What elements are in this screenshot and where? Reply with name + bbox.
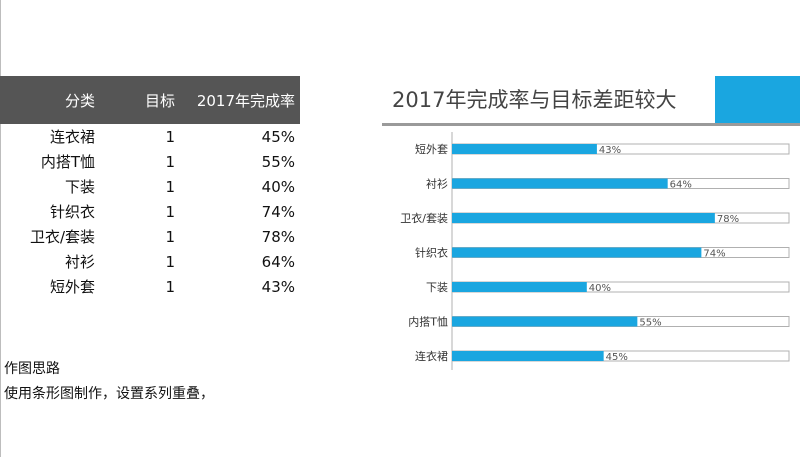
completion-bar: [452, 316, 638, 327]
category-tick-label: 内搭T恤: [408, 315, 448, 329]
completion-bar: [452, 144, 597, 154]
completion-bar: [452, 247, 702, 258]
table-row: 内搭T恤 1 55%: [0, 149, 300, 174]
row-category: 连衣裙: [49, 128, 95, 146]
header-rate: 2017年完成率: [196, 91, 295, 110]
header-target: 目标: [144, 91, 175, 110]
bar-data-label: 45%: [606, 352, 628, 363]
row-category: 针织衣: [49, 203, 95, 221]
table-row: 短外套 1 43%: [0, 274, 300, 299]
table-row: 针织衣 1 74%: [0, 199, 300, 224]
row-rate: 74%: [261, 202, 295, 221]
completion-bar: [452, 213, 715, 223]
category-tick-label: 短外套: [415, 142, 448, 156]
row-rate: 78%: [261, 227, 295, 246]
table-row: 连衣裙 1 45%: [0, 124, 300, 149]
title-rule: [382, 123, 800, 126]
row-target: 1: [165, 277, 175, 296]
category-tick-label: 下装: [426, 281, 448, 294]
row-rate: 43%: [261, 277, 295, 296]
table-body: 连衣裙 1 45% 内搭T恤 1 55% 下装 1 40% 针织衣 1 74% 卫衣/套装 1 78% 衬衫 1…: [0, 124, 300, 299]
bar-data-label: 64%: [670, 180, 692, 191]
bar-data-label: 78%: [717, 214, 739, 225]
notes-heading: 作图思路: [4, 361, 60, 377]
category-tick-label: 针织衣: [415, 246, 448, 260]
row-category: 卫衣/套装: [29, 228, 95, 246]
row-rate: 40%: [261, 177, 295, 196]
row-target: 1: [165, 227, 175, 246]
row-category: 短外套: [49, 278, 95, 296]
completion-bar: [452, 178, 668, 189]
bar-data-label: 55%: [639, 318, 661, 329]
row-category: 下装: [64, 178, 95, 196]
row-target: 1: [165, 177, 175, 196]
notes-text: 使用条形图制作，设置系列重叠，: [4, 386, 214, 402]
completion-bar: [452, 351, 604, 361]
row-rate: 45%: [261, 127, 295, 146]
table-row: 下装 1 40%: [0, 174, 300, 199]
category-tick-label: 连衣裙: [415, 349, 448, 363]
table-row: 卫衣/套装 1 78%: [0, 224, 300, 249]
category-tick-label: 衬衫: [426, 178, 448, 191]
row-category: 内搭T恤: [40, 153, 95, 171]
row-target: 1: [165, 202, 175, 221]
bar-data-label: 43%: [599, 145, 621, 156]
bar-data-label: 40%: [589, 283, 611, 294]
row-target: 1: [165, 252, 175, 271]
row-target: 1: [165, 127, 175, 146]
bar-data-label: 74%: [703, 249, 725, 260]
row-rate: 55%: [261, 152, 295, 171]
row-category: 衬衫: [64, 253, 95, 271]
completion-bar: [452, 282, 587, 292]
table-header: 分类 目标 2017年完成率: [0, 76, 300, 124]
left-border: [0, 0, 1, 457]
header-category: 分类: [64, 91, 95, 110]
completion-table: 分类 目标 2017年完成率 连衣裙 1 45% 内搭T恤 1 55% 下装 1 40% 针织衣 1…: [0, 76, 300, 299]
table-row: 衬衫 1 64%: [0, 249, 300, 274]
row-target: 1: [165, 152, 175, 171]
bar-chart: 短外套 43% 衬衫 64% 卫衣/套装 78% 针织衣 74% 下装 40% 内搭T恤 55% 连衣裙…: [400, 132, 790, 370]
category-tick-label: 卫衣/套装: [400, 211, 448, 225]
row-rate: 64%: [261, 252, 295, 271]
title-accent-block: [715, 76, 800, 123]
chart-title: 2017年完成率与目标差距较大: [392, 88, 677, 112]
